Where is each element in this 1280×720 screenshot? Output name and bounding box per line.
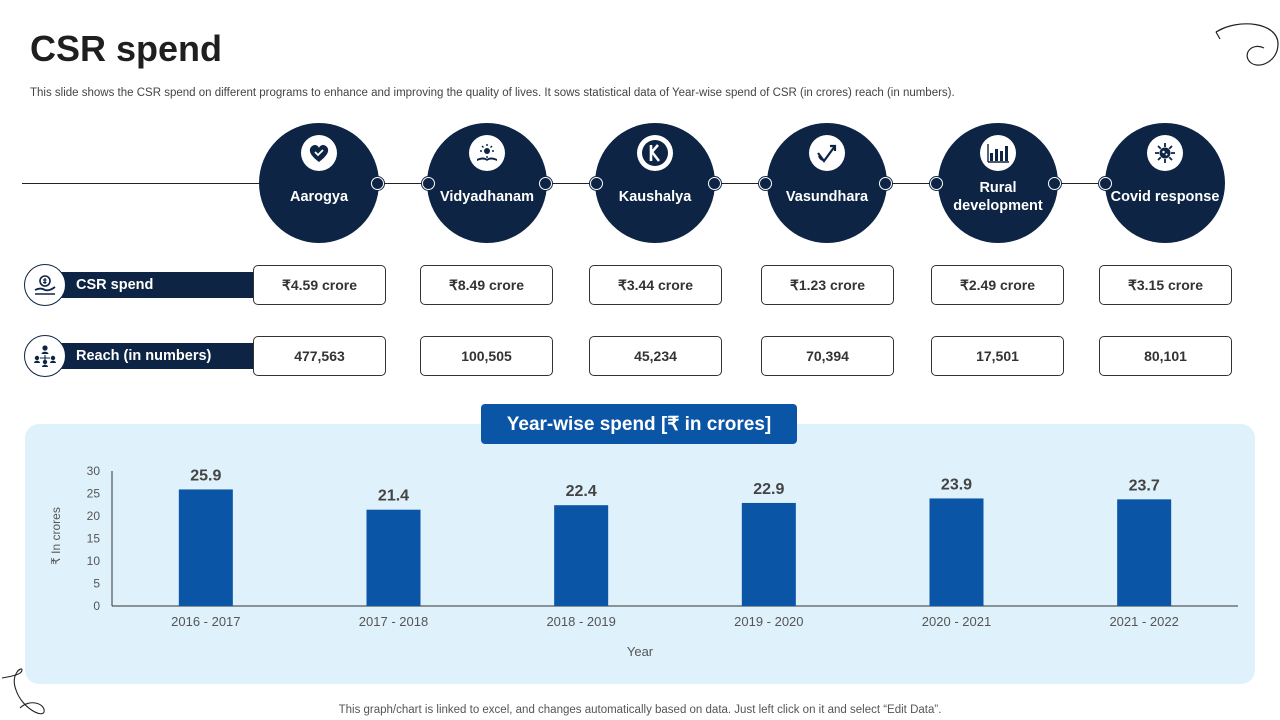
program-label: Vidyadhanam (439, 189, 535, 205)
row-header-csr-spend: CSR spend (24, 264, 268, 306)
reach-cell-vidyadhanam: 100,505 (420, 336, 553, 376)
x-tick-label: 2020 - 2021 (922, 614, 991, 629)
y-tick-label: 25 (87, 487, 101, 501)
program-circle-aarogya: Aarogya (259, 123, 379, 243)
bar-data-label: 21.4 (378, 488, 409, 505)
row-header-label: Reach (in numbers) (76, 348, 212, 364)
bar-data-label: 22.4 (566, 483, 597, 500)
timeline-dot (759, 177, 772, 190)
program-circle-vidyadhanam: Vidyadhanam (427, 123, 547, 243)
x-tick-label: 2017 - 2018 (359, 614, 428, 629)
k-logo-icon (637, 135, 673, 171)
growth-arrow-icon (809, 135, 845, 171)
x-axis-label: Year (627, 644, 654, 659)
book-icon (469, 135, 505, 171)
virus-icon (1147, 135, 1183, 171)
y-tick-label: 10 (87, 554, 101, 568)
row-header-bar (54, 343, 268, 369)
program-circle-vasundhara: Vasundhara (767, 123, 887, 243)
bar-data-label: 23.7 (1129, 477, 1160, 494)
bar-chart-icon (980, 135, 1016, 171)
chart-title: Year-wise spend [₹ in crores] (481, 404, 797, 444)
spend-cell-vasundhara: ₹1.23 crore (761, 265, 894, 305)
y-tick-label: 15 (87, 532, 101, 546)
spend-cell-aarogya: ₹4.59 crore (253, 265, 386, 305)
y-tick-label: 0 (93, 599, 100, 613)
footer-note: This graph/chart is linked to excel, and… (338, 704, 942, 716)
timeline-dot (1048, 177, 1061, 190)
y-tick-label: 30 (87, 464, 101, 478)
bar-data-label: 25.9 (190, 467, 221, 484)
timeline-dot (879, 177, 892, 190)
timeline-dot (371, 177, 384, 190)
money-hand-icon (24, 264, 66, 306)
reach-cell-rural-development: 17,501 (931, 336, 1064, 376)
timeline-dot (590, 177, 603, 190)
spend-cell-covid-response: ₹3.15 crore (1099, 265, 1232, 305)
bar (1117, 499, 1172, 606)
people-network-icon (24, 335, 66, 377)
timeline-dot (539, 177, 552, 190)
reach-cell-vasundhara: 70,394 (761, 336, 894, 376)
row-header-label: CSR spend (76, 277, 154, 293)
program-label: Kaushalya (618, 189, 692, 205)
x-tick-label: 2018 - 2019 (546, 614, 615, 629)
timeline-dot (1099, 177, 1112, 190)
row-header-reach: Reach (in numbers) (24, 335, 268, 377)
x-tick-label: 2016 - 2017 (171, 614, 240, 629)
bar (741, 502, 796, 606)
bar (178, 489, 233, 606)
y-tick-label: 20 (87, 509, 101, 523)
program-circle-kaushalya: Kaushalya (595, 123, 715, 243)
program-label: Aarogya (289, 189, 349, 205)
timeline-dot (930, 177, 943, 190)
bar (929, 498, 984, 606)
timeline-dot (422, 177, 435, 190)
y-axis-label: ₹ In crores (49, 507, 63, 565)
heart-icon (301, 135, 337, 171)
decorative-swirl-top-right (1215, 23, 1279, 66)
timeline-dot (708, 177, 721, 190)
x-tick-label: 2019 - 2020 (734, 614, 803, 629)
reach-cell-covid-response: 80,101 (1099, 336, 1232, 376)
bar (554, 505, 609, 606)
spend-cell-kaushalya: ₹3.44 crore (589, 265, 722, 305)
program-circle-covid-response: Covid response (1105, 123, 1225, 243)
decorative-swirl-bottom-left (1, 668, 45, 715)
reach-cell-aarogya: 477,563 (253, 336, 386, 376)
row-header-bar (54, 272, 268, 298)
program-label: Covid response (1110, 189, 1220, 205)
page-title: CSR spend (30, 28, 223, 69)
bar-data-label: 23.9 (941, 476, 972, 493)
program-label: Rural development (953, 180, 1043, 214)
spend-cell-vidyadhanam: ₹8.49 crore (420, 265, 553, 305)
spend-cell-rural-development: ₹2.49 crore (931, 265, 1064, 305)
x-tick-label: 2021 - 2022 (1109, 614, 1178, 629)
timeline-line (22, 183, 1122, 184)
program-label: Vasundhara (785, 189, 869, 205)
bar-data-label: 22.9 (753, 481, 784, 498)
bar (366, 509, 421, 606)
page-subtitle: This slide shows the CSR spend on differ… (30, 87, 955, 99)
program-circle-rural-development: Rural development (938, 123, 1058, 243)
y-tick-label: 5 (93, 577, 100, 591)
reach-cell-kaushalya: 45,234 (589, 336, 722, 376)
